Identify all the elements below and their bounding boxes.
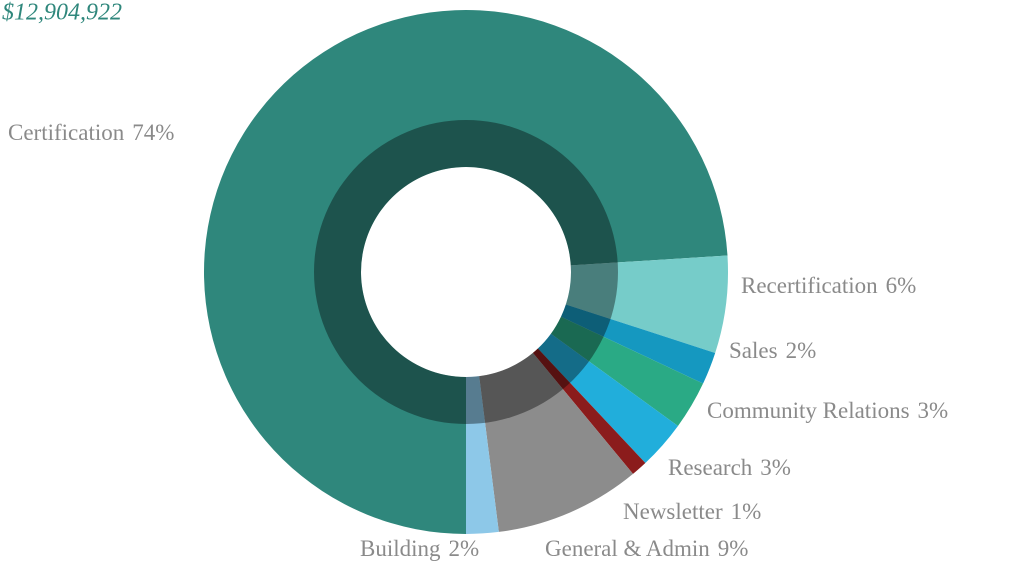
slice-percent: 3% bbox=[918, 398, 949, 423]
slice bbox=[466, 376, 499, 534]
slice-name: Building bbox=[360, 536, 441, 561]
slice-percent: 3% bbox=[760, 455, 791, 480]
slice-percent: 1% bbox=[731, 499, 762, 524]
slice bbox=[532, 348, 646, 474]
slice-name: Sales bbox=[729, 338, 778, 363]
slice-percent: 9% bbox=[718, 536, 749, 561]
slice-label: General & Admin 9% bbox=[545, 536, 748, 561]
slice-name: General & Admin bbox=[545, 536, 710, 561]
slice-label: Building 2% bbox=[360, 536, 479, 561]
slice bbox=[204, 9, 728, 534]
slice-percent: 74% bbox=[132, 120, 174, 145]
slice bbox=[561, 304, 716, 384]
inner-ring bbox=[314, 120, 618, 424]
chart-title: $12,904,922 bbox=[2, 0, 122, 26]
slice-label: Research 3% bbox=[668, 455, 791, 480]
slice-percent: 6% bbox=[886, 273, 917, 298]
slice-percent: 2% bbox=[449, 536, 480, 561]
slice-percent: 2% bbox=[786, 338, 817, 363]
slice-name: Newsletter bbox=[623, 499, 723, 524]
slice bbox=[537, 333, 678, 463]
slice-label: Newsletter 1% bbox=[623, 499, 761, 524]
slice-name: Research bbox=[668, 455, 753, 480]
slice-name: Community Relations bbox=[707, 398, 910, 423]
slice-label: Certification 74% bbox=[8, 120, 174, 145]
slice bbox=[550, 316, 704, 426]
slice-name: Certification bbox=[8, 120, 125, 145]
slice-label: Community Relations 3% bbox=[707, 398, 948, 423]
slice bbox=[479, 352, 634, 532]
slice bbox=[565, 255, 729, 353]
slice-label: Sales 2% bbox=[729, 338, 816, 363]
slice-label: Recertification 6% bbox=[741, 273, 916, 298]
slice-name: Recertification bbox=[741, 273, 878, 298]
